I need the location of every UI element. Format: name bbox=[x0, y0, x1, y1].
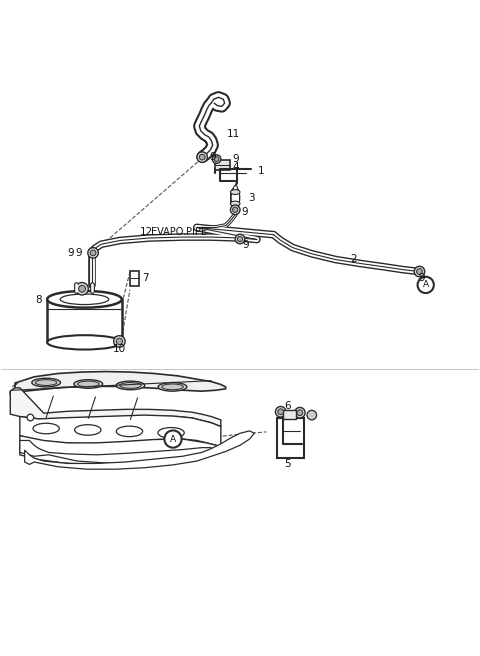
Text: 9: 9 bbox=[419, 274, 425, 283]
Text: 5: 5 bbox=[285, 459, 291, 470]
Circle shape bbox=[116, 338, 122, 344]
Circle shape bbox=[278, 409, 284, 415]
Ellipse shape bbox=[162, 384, 183, 390]
Circle shape bbox=[414, 266, 425, 277]
Text: 4: 4 bbox=[232, 162, 239, 172]
Text: 9: 9 bbox=[68, 248, 74, 258]
Ellipse shape bbox=[230, 201, 240, 206]
Text: 3: 3 bbox=[248, 193, 255, 203]
Ellipse shape bbox=[77, 381, 99, 387]
Ellipse shape bbox=[36, 380, 57, 386]
Text: 9: 9 bbox=[241, 207, 248, 216]
Text: 1: 1 bbox=[258, 166, 265, 176]
Text: 8: 8 bbox=[36, 295, 42, 305]
Circle shape bbox=[417, 268, 422, 274]
Polygon shape bbox=[10, 388, 221, 426]
Text: 7: 7 bbox=[143, 274, 149, 283]
Ellipse shape bbox=[60, 294, 108, 304]
Circle shape bbox=[214, 157, 219, 161]
Circle shape bbox=[199, 154, 205, 160]
Circle shape bbox=[295, 407, 305, 418]
Circle shape bbox=[197, 152, 207, 163]
Circle shape bbox=[88, 247, 98, 258]
Polygon shape bbox=[10, 371, 226, 394]
Ellipse shape bbox=[120, 382, 141, 388]
Ellipse shape bbox=[74, 380, 103, 388]
Bar bbox=[215, 161, 230, 170]
Circle shape bbox=[79, 285, 85, 292]
Polygon shape bbox=[20, 440, 211, 463]
Polygon shape bbox=[20, 415, 221, 447]
Circle shape bbox=[164, 430, 181, 447]
Circle shape bbox=[233, 207, 238, 213]
Bar bbox=[277, 417, 304, 458]
Text: A: A bbox=[170, 434, 176, 443]
Bar bbox=[130, 270, 140, 286]
Circle shape bbox=[76, 283, 88, 295]
Circle shape bbox=[297, 410, 303, 416]
Ellipse shape bbox=[74, 424, 101, 435]
Circle shape bbox=[212, 155, 221, 163]
Text: EVAPO.PIPE: EVAPO.PIPE bbox=[152, 227, 207, 237]
Text: 12: 12 bbox=[140, 227, 153, 237]
Circle shape bbox=[418, 277, 434, 293]
Circle shape bbox=[238, 236, 242, 241]
Text: 9: 9 bbox=[209, 152, 216, 161]
Ellipse shape bbox=[231, 188, 240, 209]
Text: 11: 11 bbox=[227, 129, 240, 139]
Text: 9: 9 bbox=[76, 248, 83, 258]
Circle shape bbox=[114, 336, 125, 347]
Circle shape bbox=[90, 250, 96, 256]
Ellipse shape bbox=[33, 423, 60, 434]
Circle shape bbox=[230, 205, 240, 215]
Text: 10: 10 bbox=[113, 344, 126, 354]
Circle shape bbox=[276, 407, 286, 417]
Bar bbox=[283, 410, 297, 419]
Ellipse shape bbox=[47, 335, 122, 350]
Ellipse shape bbox=[158, 428, 184, 438]
Ellipse shape bbox=[32, 379, 60, 387]
Polygon shape bbox=[20, 436, 221, 464]
Text: 6: 6 bbox=[285, 401, 291, 411]
Text: 9: 9 bbox=[232, 154, 239, 164]
Text: 9: 9 bbox=[242, 240, 249, 250]
Text: 2: 2 bbox=[350, 254, 357, 264]
Ellipse shape bbox=[116, 426, 143, 437]
Polygon shape bbox=[24, 431, 254, 469]
Ellipse shape bbox=[158, 382, 187, 391]
Circle shape bbox=[27, 414, 34, 421]
Ellipse shape bbox=[47, 291, 122, 308]
Ellipse shape bbox=[116, 381, 145, 390]
Circle shape bbox=[307, 410, 317, 420]
Circle shape bbox=[235, 234, 245, 244]
Text: A: A bbox=[422, 280, 429, 289]
Ellipse shape bbox=[230, 190, 240, 194]
